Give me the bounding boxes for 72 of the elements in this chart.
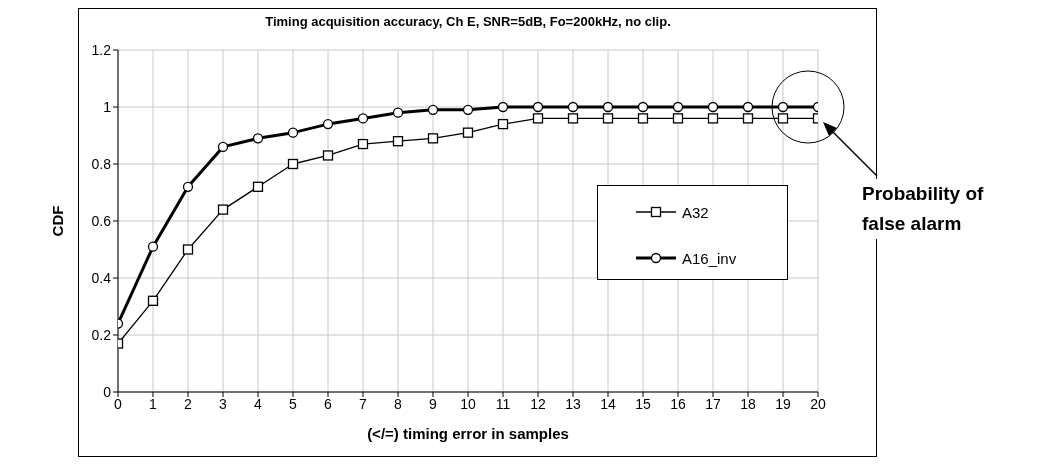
x-tick-label: 15 — [635, 395, 651, 412]
y-tick-label: 1.2 — [91, 41, 112, 58]
point — [637, 113, 649, 124]
point — [497, 101, 509, 113]
x-tick-label: 7 — [359, 395, 368, 412]
point — [672, 113, 684, 124]
point — [392, 107, 404, 118]
point — [462, 127, 474, 138]
text: Probability of false alarm — [862, 179, 1012, 239]
x-tick-label: 9 — [429, 395, 438, 412]
x-tick-label: 19 — [775, 395, 791, 412]
point — [287, 158, 299, 170]
x-tick-label: 1 — [149, 395, 158, 412]
point — [777, 113, 789, 124]
legend-label: A16_inv — [682, 249, 737, 267]
point — [637, 101, 649, 113]
x-tick-label: 6 — [324, 395, 333, 412]
point — [602, 101, 614, 113]
point — [602, 113, 614, 124]
point — [322, 118, 334, 130]
point — [672, 101, 684, 113]
x-tick-label: 13 — [565, 395, 581, 412]
legend-label: A32 — [682, 203, 709, 221]
y-tick-label: 0.6 — [91, 212, 112, 229]
point — [252, 181, 264, 192]
point — [742, 101, 754, 113]
point — [427, 133, 439, 144]
point — [777, 101, 789, 113]
point — [252, 133, 264, 144]
point — [707, 113, 719, 124]
y-tick-label: 1 — [103, 98, 112, 115]
point — [147, 241, 159, 252]
x-tick-label: 17 — [705, 395, 721, 412]
point — [707, 101, 719, 113]
point — [462, 104, 474, 115]
x-tick-label: 10 — [460, 395, 476, 412]
y-axis-title: CDF — [49, 205, 67, 237]
point — [147, 295, 159, 306]
chart-title: Timing acquisition accuracy, Ch E, SNR=5dB, Fo=200kHz, no clip. — [264, 14, 672, 29]
x-axis-title: (</=) timing error in samples — [367, 425, 569, 442]
point — [357, 138, 369, 150]
point — [217, 141, 229, 153]
x-tick-label: 5 — [289, 395, 298, 412]
x-tick-label: 11 — [495, 395, 511, 412]
x-tick-label: 3 — [219, 395, 228, 412]
y-tick-label: 0.4 — [91, 269, 112, 286]
x-tick-label: 8 — [394, 395, 403, 412]
point — [392, 136, 404, 147]
point — [532, 101, 544, 113]
point — [567, 101, 579, 113]
x-tick-label: 12 — [530, 395, 546, 412]
point — [427, 104, 439, 115]
y-tick-label: 0.2 — [91, 326, 112, 343]
x-tick-label: 18 — [740, 395, 756, 412]
x-tick-label: 2 — [184, 395, 193, 412]
point — [217, 204, 229, 215]
x-tick-label: 0 — [114, 395, 123, 412]
x-tick-label: 14 — [600, 395, 616, 412]
point — [322, 150, 334, 161]
x-tick-label: 16 — [670, 395, 686, 412]
x-tick-label: 4 — [254, 395, 263, 412]
y-tick-label: 0 — [103, 383, 112, 400]
point — [532, 113, 544, 124]
point — [357, 113, 369, 124]
y-tick-label: 0.8 — [91, 155, 112, 172]
point — [742, 113, 754, 124]
x-tick-label: 20 — [810, 395, 826, 412]
point — [497, 118, 509, 130]
point — [287, 127, 299, 138]
point — [182, 181, 194, 192]
point — [182, 244, 194, 255]
point — [567, 113, 579, 124]
